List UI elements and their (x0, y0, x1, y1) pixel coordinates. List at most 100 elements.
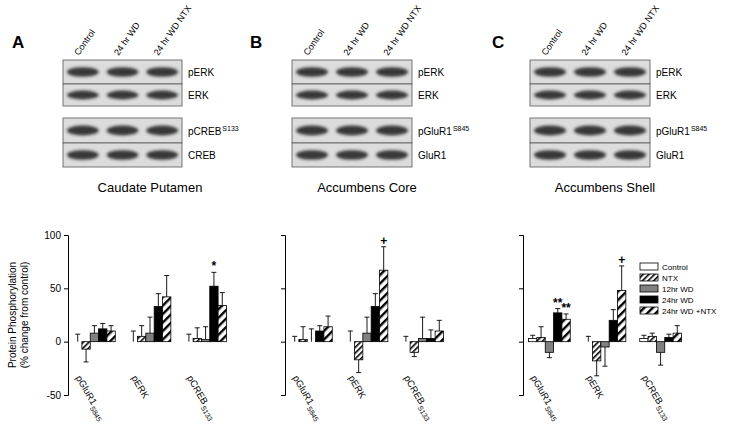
blot-band (336, 150, 368, 160)
legend-swatch (640, 296, 658, 303)
blot-band (336, 91, 368, 100)
blot-band (296, 91, 328, 100)
error-stem (111, 326, 112, 331)
error-cap (594, 375, 599, 376)
legend-label: 24hr WD +NTX (662, 307, 717, 316)
chart-title: Accumbens Shell (555, 180, 656, 195)
error-stem (532, 335, 533, 338)
blot-row-label: pERK (418, 67, 444, 78)
error-stem (677, 326, 678, 333)
tick-label: 100 (44, 230, 61, 241)
error-stem (222, 293, 223, 306)
lane-label: Control (539, 28, 564, 58)
lane-label: 24 hr WD NTX (381, 3, 423, 57)
tick (519, 235, 523, 236)
blot-strip (530, 118, 650, 143)
blot-band (67, 150, 99, 160)
blot-band (574, 91, 606, 100)
significance-label: * (212, 259, 217, 273)
bar (410, 342, 418, 353)
error-bar (348, 331, 353, 342)
bar (618, 290, 626, 341)
blot-row-label: GluR1 (656, 150, 685, 161)
error-bar (530, 335, 535, 338)
error-stem (94, 326, 95, 333)
panel: CControl24 hr WD24 hr WD NTXpERKERKpGluR… (492, 3, 717, 422)
bar (554, 313, 562, 342)
blot-band (146, 126, 178, 136)
bar (201, 340, 209, 342)
tick-label: 50 (50, 283, 62, 294)
error-stem (77, 334, 78, 341)
tick-label: -50 (47, 390, 62, 401)
tick-mark (281, 288, 285, 289)
error-cap (611, 309, 616, 310)
error-bar (326, 316, 331, 327)
y-axis (281, 236, 286, 396)
tick-mark (281, 395, 285, 396)
error-stem (102, 324, 103, 329)
error-bar (186, 334, 191, 341)
blot-band (67, 126, 99, 136)
category-label: pERK (584, 373, 606, 401)
error-stem (133, 331, 134, 342)
error-bar (412, 352, 417, 356)
blot-band (534, 150, 566, 160)
bar (363, 333, 371, 342)
error-bar (147, 317, 152, 333)
blot-band (534, 67, 566, 77)
error-stem (197, 328, 198, 339)
plot-area (75, 272, 226, 362)
error-stem (166, 276, 167, 297)
error-bar (641, 335, 646, 338)
blot-band (146, 150, 178, 160)
error-cap (348, 331, 353, 332)
error-cap (658, 365, 663, 366)
error-cap (147, 317, 152, 318)
blot-row-label: pCREBS133 (188, 125, 239, 137)
error-stem (141, 326, 142, 337)
lane-label: 24 hr WD (112, 20, 142, 57)
bar (601, 342, 609, 347)
error-cap (641, 335, 646, 336)
blot-band (67, 67, 99, 77)
blot-strip (292, 143, 412, 167)
tick (281, 342, 285, 343)
axis-line (519, 236, 524, 396)
error-bar (403, 336, 408, 341)
tick: -50 (47, 390, 68, 401)
blot-strip (63, 60, 182, 84)
blot-band (336, 126, 368, 136)
blot-band (614, 91, 646, 100)
error-stem (319, 326, 320, 331)
error-bar (100, 324, 105, 329)
blot-band (107, 126, 139, 136)
bar (609, 320, 617, 341)
error-bar (220, 293, 225, 306)
error-bar (658, 352, 663, 365)
y-axis (519, 236, 524, 396)
bar (107, 331, 115, 342)
legend-swatch (640, 307, 658, 314)
error-bar (92, 326, 97, 333)
lane-label: Control (72, 28, 97, 58)
legend-label: 12hr WD (662, 285, 694, 294)
bar (90, 333, 98, 342)
blot-strip (292, 60, 412, 84)
error-cap (356, 372, 361, 373)
significance-label: + (380, 234, 387, 248)
legend-swatch (640, 285, 658, 292)
bar (316, 331, 324, 342)
chart-title: Accumbens Core (317, 180, 417, 195)
error-stem (430, 330, 431, 339)
bar (435, 331, 443, 342)
bar (529, 338, 537, 341)
error-cap (326, 316, 331, 317)
legend: ControlNTX12hr WD24hr WD24hr WD +NTX (640, 263, 717, 316)
blot-band (376, 126, 408, 136)
error-cap (539, 326, 544, 327)
tick-mark (64, 235, 68, 236)
bar (218, 305, 226, 341)
bar (562, 319, 570, 341)
error-bar (619, 266, 624, 291)
